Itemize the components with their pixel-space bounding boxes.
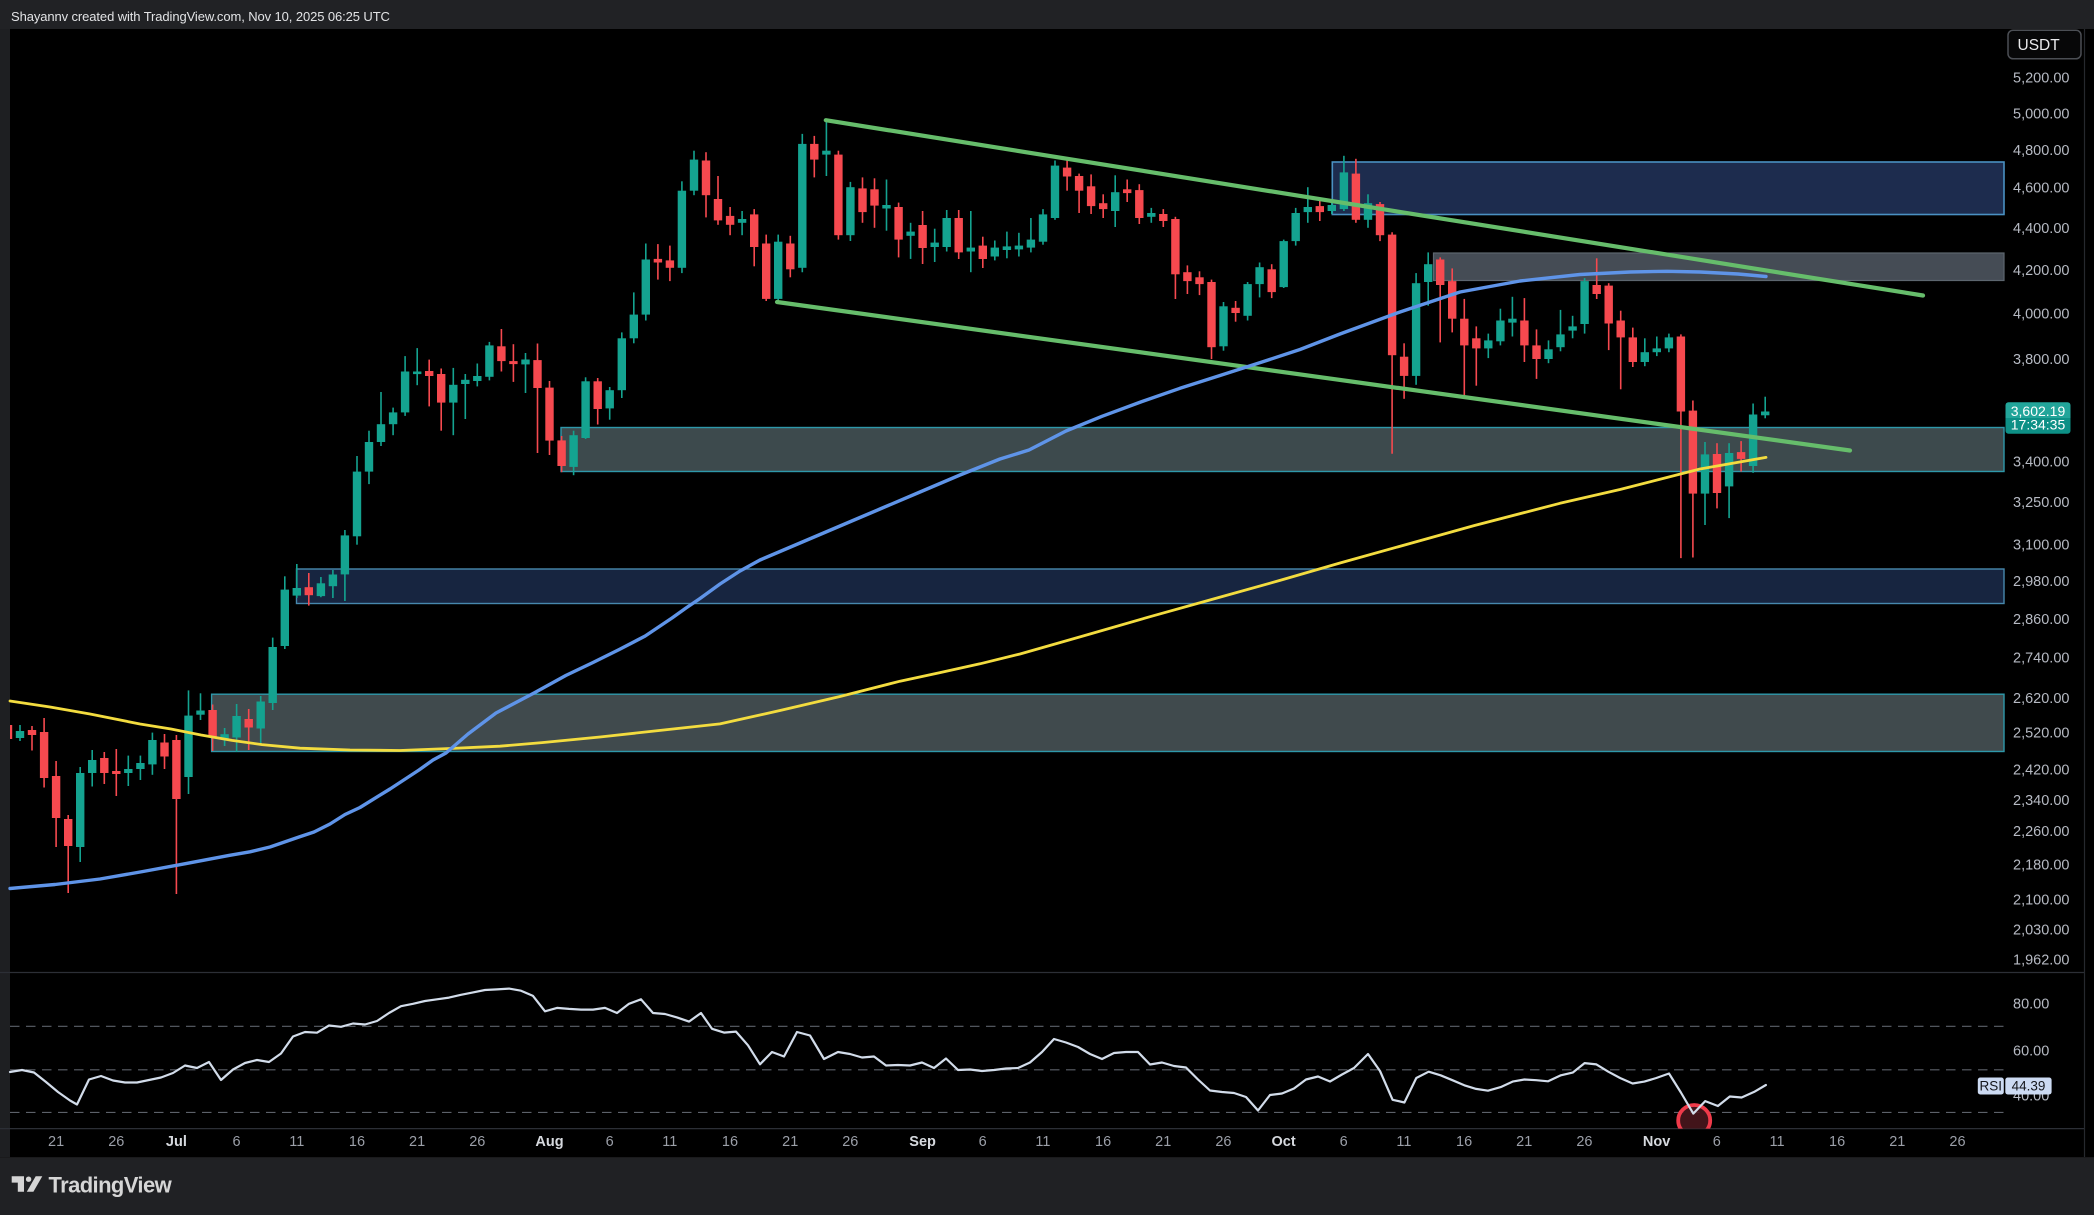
svg-text:16: 16 xyxy=(349,1134,365,1150)
svg-text:2,340.00: 2,340.00 xyxy=(2013,793,2069,809)
svg-text:6: 6 xyxy=(979,1134,987,1150)
svg-text:2,740.00: 2,740.00 xyxy=(2013,651,2069,667)
svg-text:TradingView: TradingView xyxy=(49,1173,173,1198)
svg-text:17:34:35: 17:34:35 xyxy=(2011,417,2066,433)
svg-text:11: 11 xyxy=(289,1134,304,1150)
svg-text:6: 6 xyxy=(1340,1134,1348,1150)
svg-text:16: 16 xyxy=(1829,1134,1845,1150)
svg-text:3,602.19: 3,602.19 xyxy=(2011,403,2066,419)
svg-text:3,800.00: 3,800.00 xyxy=(2013,352,2069,368)
svg-text:11: 11 xyxy=(1035,1134,1050,1150)
svg-text:26: 26 xyxy=(469,1134,485,1150)
svg-text:Jul: Jul xyxy=(166,1134,187,1150)
svg-text:26: 26 xyxy=(842,1134,858,1150)
svg-text:Nov: Nov xyxy=(1643,1134,1670,1150)
svg-text:4,600.00: 4,600.00 xyxy=(2013,180,2069,196)
svg-text:6: 6 xyxy=(1713,1134,1721,1150)
svg-text:11: 11 xyxy=(662,1134,677,1150)
svg-text:21: 21 xyxy=(782,1134,798,1150)
svg-text:2,620.00: 2,620.00 xyxy=(2013,691,2069,707)
svg-text:21: 21 xyxy=(1516,1134,1532,1150)
svg-text:16: 16 xyxy=(1095,1134,1111,1150)
svg-text:USDT: USDT xyxy=(2018,37,2061,54)
svg-text:4,000.00: 4,000.00 xyxy=(2013,307,2069,323)
svg-text:2,100.00: 2,100.00 xyxy=(2013,892,2069,908)
svg-text:5,200.00: 5,200.00 xyxy=(2013,70,2069,86)
svg-text:21: 21 xyxy=(409,1134,425,1150)
svg-text:4,200.00: 4,200.00 xyxy=(2013,263,2069,279)
svg-text:11: 11 xyxy=(1769,1134,1784,1150)
svg-text:Sep: Sep xyxy=(909,1134,936,1150)
svg-text:5,000.00: 5,000.00 xyxy=(2013,107,2069,123)
svg-text:3,100.00: 3,100.00 xyxy=(2013,538,2069,554)
svg-text:RSI: RSI xyxy=(1980,1079,2003,1094)
svg-text:26: 26 xyxy=(1576,1134,1592,1150)
svg-text:4,400.00: 4,400.00 xyxy=(2013,221,2069,237)
svg-text:26: 26 xyxy=(108,1134,124,1150)
svg-text:44.39: 44.39 xyxy=(2012,1079,2046,1094)
svg-text:80.00: 80.00 xyxy=(2013,996,2049,1012)
svg-text:2,420.00: 2,420.00 xyxy=(2013,762,2069,778)
svg-text:2,030.00: 2,030.00 xyxy=(2013,923,2069,939)
svg-text:2,180.00: 2,180.00 xyxy=(2013,857,2069,873)
svg-text:Oct: Oct xyxy=(1272,1134,1296,1150)
svg-text:2,520.00: 2,520.00 xyxy=(2013,726,2069,742)
svg-text:Aug: Aug xyxy=(535,1134,563,1150)
svg-text:21: 21 xyxy=(1155,1134,1171,1150)
svg-text:16: 16 xyxy=(722,1134,738,1150)
svg-text:3,400.00: 3,400.00 xyxy=(2013,454,2069,470)
svg-text:6: 6 xyxy=(606,1134,614,1150)
svg-text:21: 21 xyxy=(48,1134,64,1150)
svg-text:6: 6 xyxy=(233,1134,241,1150)
svg-text:21: 21 xyxy=(1889,1134,1905,1150)
svg-text:2,260.00: 2,260.00 xyxy=(2013,824,2069,840)
svg-text:11: 11 xyxy=(1396,1134,1411,1150)
svg-text:60.00: 60.00 xyxy=(2013,1044,2049,1060)
svg-text:Shayannv created with TradingV: Shayannv created with TradingView.com, N… xyxy=(11,9,390,24)
svg-text:3,250.00: 3,250.00 xyxy=(2013,495,2069,511)
svg-text:4,800.00: 4,800.00 xyxy=(2013,143,2069,159)
svg-text:2,980.00: 2,980.00 xyxy=(2013,574,2069,590)
svg-text:26: 26 xyxy=(1215,1134,1231,1150)
svg-text:26: 26 xyxy=(1949,1134,1965,1150)
svg-text:1,962.00: 1,962.00 xyxy=(2013,953,2069,969)
svg-text:2,860.00: 2,860.00 xyxy=(2013,612,2069,628)
svg-text:16: 16 xyxy=(1456,1134,1472,1150)
